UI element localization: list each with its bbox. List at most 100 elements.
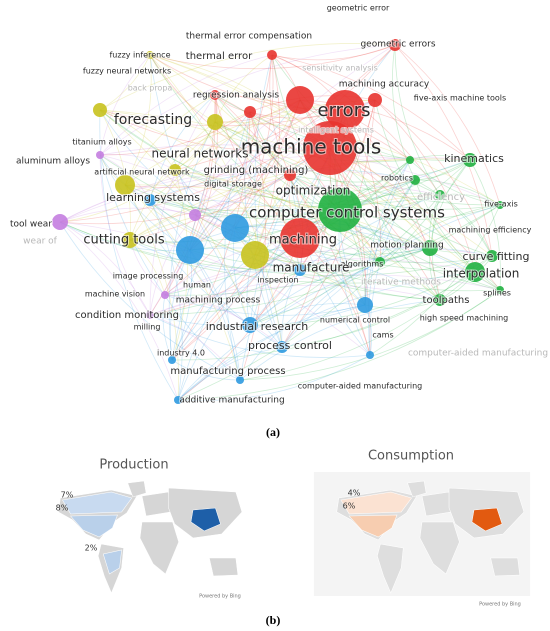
edge [99, 54, 273, 156]
keyword-label: machining accuracy [339, 80, 430, 90]
edge [224, 111, 251, 381]
landmass [421, 491, 452, 517]
edge [149, 94, 216, 201]
node [410, 175, 420, 185]
landmass [139, 521, 179, 575]
keyword-label: milling [134, 323, 161, 332]
edge [149, 54, 431, 249]
edge [149, 168, 416, 201]
edge [281, 261, 381, 348]
edge [289, 174, 501, 291]
node [434, 294, 446, 306]
edge [177, 159, 471, 401]
keyword-label: geometric error [327, 4, 390, 13]
edge [177, 346, 283, 401]
edge [171, 169, 189, 361]
node [221, 214, 249, 242]
edge [149, 199, 283, 348]
node [496, 286, 504, 294]
keyword-label: interpolation [443, 267, 520, 281]
keyword-label: learning systems [106, 191, 200, 204]
edge [299, 237, 493, 264]
landmass [419, 521, 460, 575]
edge [239, 271, 476, 381]
keyword-label: back propa [128, 84, 173, 93]
keyword-label: cutting tools [83, 233, 164, 248]
edge [99, 44, 396, 156]
keyword-label: manufacture [273, 261, 350, 275]
keyword-label: cams [372, 331, 393, 340]
edge [249, 194, 441, 326]
edge [59, 221, 151, 316]
keyword-label: human [183, 281, 211, 290]
keyword-label: optimization [276, 184, 351, 198]
edge [164, 294, 251, 326]
keyword-label: splines [483, 289, 511, 298]
maps: Production 7% 8% 2% Powered by Bing Consumpti… [35, 449, 531, 608]
node [325, 90, 365, 130]
keyword-label: toolpaths [423, 295, 470, 306]
edge [177, 247, 431, 401]
node [236, 376, 244, 384]
edge [129, 239, 301, 273]
edge [99, 109, 301, 239]
edge [124, 184, 251, 326]
keyword-label: manufacturing process [170, 366, 285, 377]
edge [99, 154, 151, 201]
edge [368, 159, 411, 356]
node [463, 153, 477, 167]
node [318, 188, 362, 232]
node [389, 39, 401, 51]
edge [149, 179, 416, 212]
map-label: 4% [348, 489, 361, 498]
edge [59, 172, 291, 223]
keyword-label: curve fitting [463, 250, 530, 263]
keyword-label: geometric errors [360, 40, 435, 50]
node [496, 201, 504, 209]
edge [171, 254, 256, 361]
node [146, 311, 154, 319]
edge [164, 204, 501, 296]
edge [239, 289, 501, 381]
caption: (b) [266, 613, 281, 627]
keyword-label: grinding (machining) [204, 165, 309, 176]
keyword-label: thermal error compensation [186, 32, 312, 42]
edge [214, 94, 411, 161]
edge [149, 284, 441, 316]
keyword-label: fuzzy neural networks [83, 67, 171, 76]
edge [189, 249, 241, 381]
keyword-label: numerical control [320, 316, 390, 325]
edge [177, 237, 301, 401]
edge [189, 94, 218, 251]
edge [149, 237, 301, 316]
edge [149, 54, 346, 111]
edge [369, 204, 501, 356]
country-usa [348, 514, 398, 538]
edge [174, 169, 416, 194]
keyword-label: thermal error [186, 51, 253, 62]
edge [171, 111, 251, 361]
edge [149, 159, 471, 316]
node [174, 396, 182, 404]
edge [99, 109, 341, 211]
edge [234, 227, 431, 255]
edge [299, 247, 493, 271]
keyword-label: artificial neural network [94, 168, 190, 177]
edge [59, 207, 196, 223]
keyword-label: fuzzy inference [109, 51, 170, 60]
edge [124, 184, 256, 256]
map-title: Production [99, 458, 168, 473]
edge [177, 289, 501, 401]
edge [289, 174, 371, 356]
edge [249, 111, 381, 263]
node [122, 232, 138, 248]
edge [149, 314, 241, 381]
edge [189, 247, 431, 268]
edge [469, 159, 501, 291]
keyword-label: inspection [257, 276, 298, 285]
edge [289, 159, 471, 183]
edge [414, 179, 501, 206]
country-china [190, 507, 221, 532]
edge [249, 247, 431, 326]
